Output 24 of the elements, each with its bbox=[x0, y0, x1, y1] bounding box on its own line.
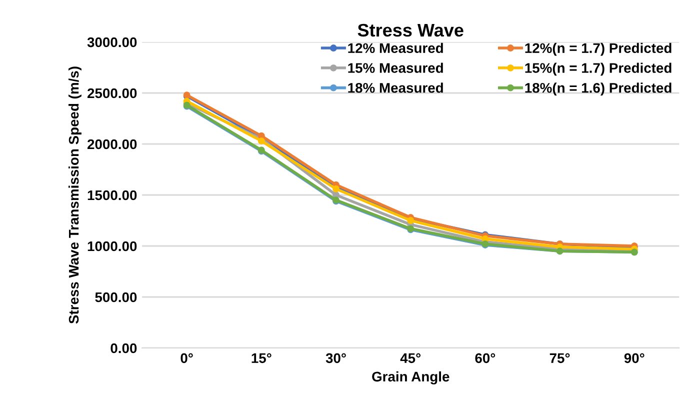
x-tick-label: 0° bbox=[180, 353, 193, 364]
chart-title: Stress Wave bbox=[358, 24, 464, 37]
legend-label: 18% Measured bbox=[348, 82, 443, 93]
x-tick-label: 45° bbox=[400, 353, 421, 364]
y-tick-label: 2500.00 bbox=[87, 88, 137, 98]
x-tick-label: 30° bbox=[326, 353, 346, 364]
x-tick-label: 15° bbox=[252, 353, 272, 364]
legend-label: 12%(n = 1.7) Predicted bbox=[525, 42, 672, 56]
legend-label: 12% Measured bbox=[348, 42, 443, 54]
y-tick-label: 1000.00 bbox=[88, 241, 137, 252]
x-tick-label: 60° bbox=[475, 353, 496, 364]
y-axis-title: Stress Wave Transmission Speed (m/s) bbox=[68, 66, 82, 324]
y-tick-label: 0.00 bbox=[110, 343, 137, 354]
point bbox=[407, 217, 414, 224]
legend-label: 18%(n = 1.6) Predicted bbox=[525, 82, 672, 96]
x-tick-label: 75° bbox=[550, 353, 570, 364]
y-tick-label: 1500.00 bbox=[88, 190, 137, 200]
y-tick-label: 500.00 bbox=[95, 292, 137, 302]
x-axis-title: Grain Angle bbox=[372, 371, 450, 384]
legend-label: 15% Measured bbox=[348, 62, 443, 73]
y-tick-label: 3000.00 bbox=[87, 37, 137, 48]
legend-label: 15%(n = 1.7) Predicted bbox=[525, 62, 672, 76]
x-tick-label: 90° bbox=[624, 353, 644, 364]
y-tick-label: 2000.00 bbox=[87, 139, 137, 150]
